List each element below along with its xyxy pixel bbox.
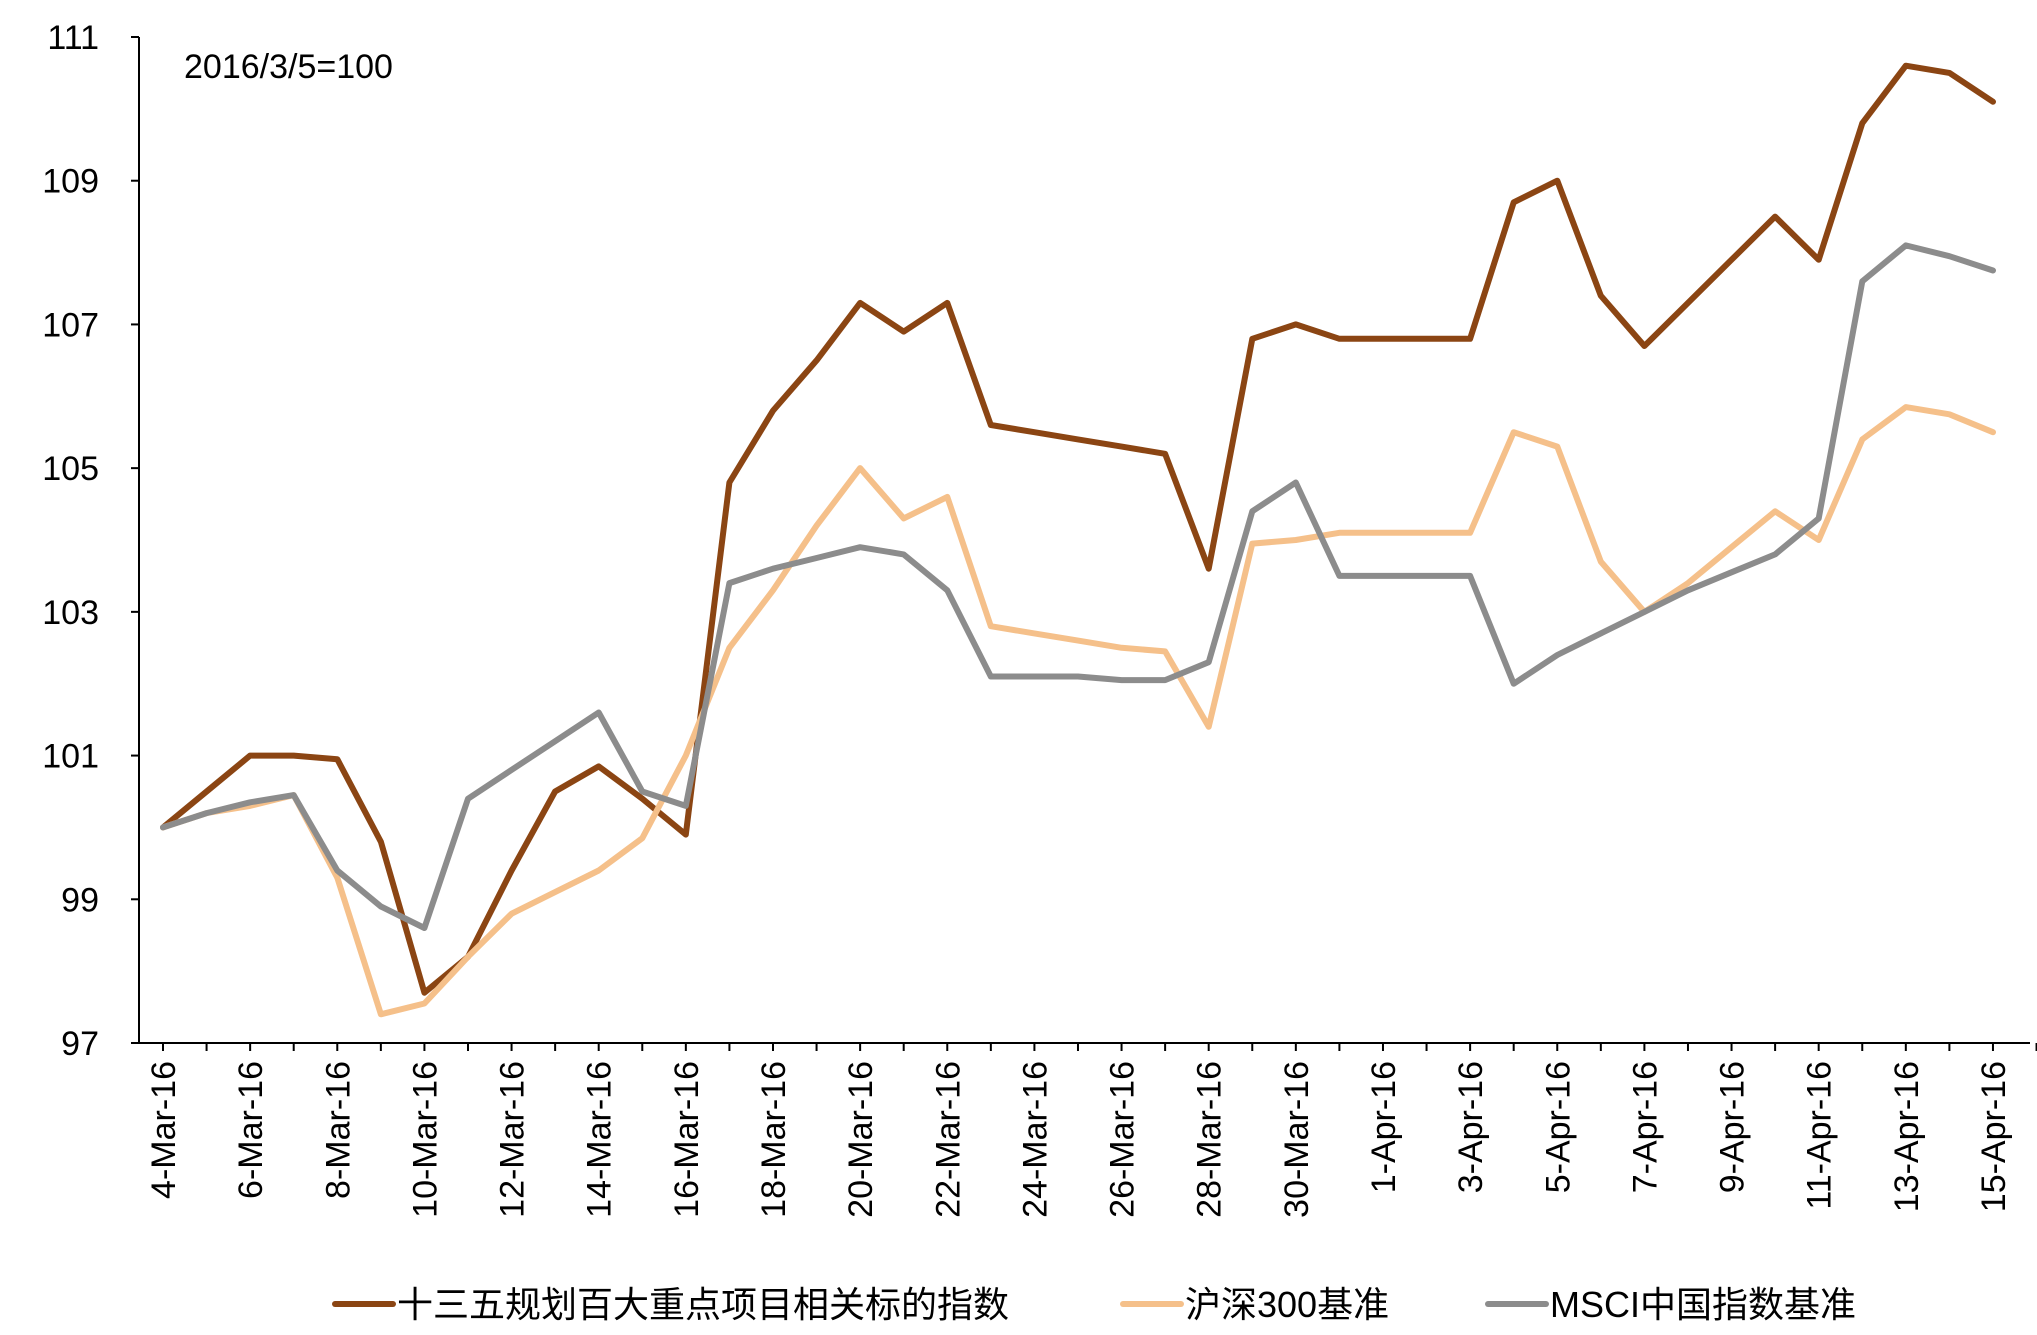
x-tick-label: 8-Mar-16 [319,1061,357,1199]
legend-label-2: 沪深300基准 [1185,1284,1389,1325]
x-tick-label: 30-Mar-16 [1278,1061,1316,1218]
series-line-1 [160,62,1996,996]
x-axis-ticks: 4-Mar-16 6-Mar-16 8-Mar-16 10-Mar-16 12-Mar-… [145,1043,2037,1218]
y-tick-label: 97 [61,1025,99,1063]
x-tick-label: 13-Apr-16 [1888,1061,1926,1212]
x-tick-label: 14-Mar-16 [581,1061,619,1218]
x-tick-label: 11-Apr-16 [1801,1061,1839,1210]
y-tick-label: 107 [42,306,99,344]
x-tick-label: 20-Mar-16 [842,1061,880,1218]
x-tick-label: 12-Mar-16 [494,1061,532,1218]
y-tick-label: 99 [61,881,99,919]
series-lines [160,62,1996,1018]
x-tick-label: 4-Mar-16 [145,1061,183,1199]
y-tick-label: 101 [42,738,99,776]
legend-label-1: 十三五规划百大重点项目相关标的指数 [397,1284,1009,1325]
y-tick-label: 105 [42,450,99,488]
x-tick-label: 22-Mar-16 [929,1061,967,1218]
x-tick-label: 28-Mar-16 [1191,1061,1229,1218]
y-tick-label: 103 [42,594,99,632]
x-tick-label: 26-Mar-16 [1104,1061,1142,1218]
legend: 十三五规划百大重点项目相关标的指数 沪深300基准 MSCI中国指数基准 [332,1284,1856,1325]
x-tick-label: 10-Mar-16 [406,1061,444,1218]
series-line-3 [160,242,1996,931]
x-tick-label: 9-Apr-16 [1714,1061,1752,1193]
x-tick-label: 3-Apr-16 [1452,1061,1490,1193]
y-axis-ticks: 97 99 101 103 105 107 109 111 [42,19,139,1063]
x-tick-label: 7-Apr-16 [1626,1061,1664,1193]
x-tick-label: 5-Apr-16 [1539,1061,1577,1193]
y-tick-label: 109 [42,163,99,201]
x-tick-label: 6-Mar-16 [232,1061,270,1199]
x-tick-label: 15-Apr-16 [1975,1061,2013,1212]
y-tick-label: 111 [47,19,99,57]
series-line-2 [160,404,1996,1018]
x-tick-label: 1-Apr-16 [1365,1061,1403,1193]
legend-label-3: MSCI中国指数基准 [1550,1284,1856,1325]
x-tick-label: 24-Mar-16 [1016,1061,1054,1218]
x-tick-label: 18-Mar-16 [755,1061,793,1218]
x-tick-label: 16-Mar-16 [668,1061,706,1218]
axes [138,37,2030,1044]
chart-annotation: 2016/3/5=100 [184,48,393,86]
